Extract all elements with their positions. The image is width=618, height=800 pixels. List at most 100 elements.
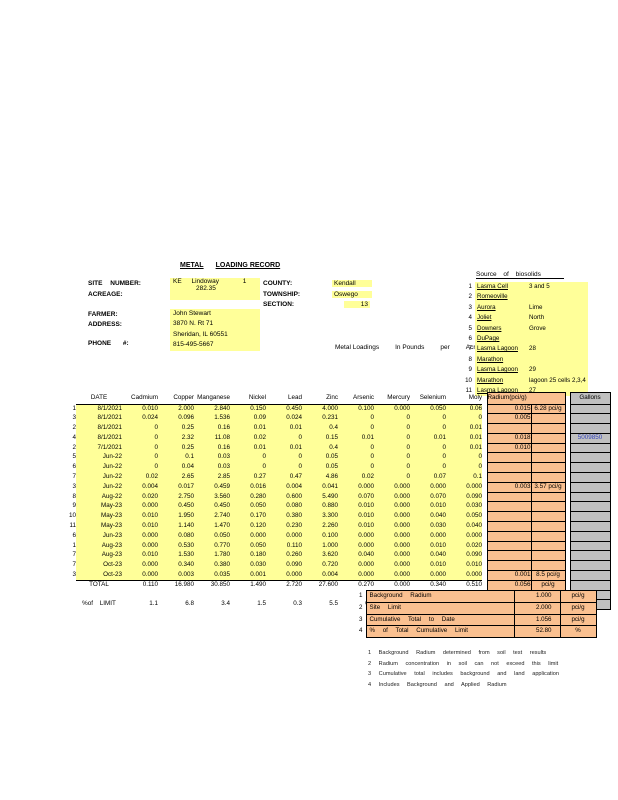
metal-value-cell[interactable]: 0.080: [266, 501, 302, 512]
metal-value-cell[interactable]: 0.02: [122, 472, 158, 483]
metal-value-cell[interactable]: 0: [338, 452, 374, 463]
date-cell[interactable]: Aug-22: [76, 492, 122, 502]
metal-value-cell[interactable]: 0: [230, 462, 266, 473]
metal-value-cell[interactable]: 0.010: [446, 560, 482, 571]
metal-value-cell[interactable]: 0.000: [374, 541, 410, 551]
radium-pcig-cell[interactable]: 3.57 pci/g: [530, 481, 566, 493]
metal-value-cell[interactable]: 0: [230, 452, 266, 463]
address-line2[interactable]: Sheridan, IL 60551: [173, 330, 228, 338]
metal-value-cell[interactable]: 0.020: [446, 541, 482, 551]
date-cell[interactable]: Jun-23: [76, 531, 122, 542]
metal-value-cell[interactable]: 0.010: [338, 501, 374, 512]
metal-value-cell[interactable]: 0: [122, 462, 158, 473]
metal-value-cell[interactable]: 0.010: [410, 501, 446, 512]
metal-value-cell[interactable]: 0.050: [410, 404, 446, 414]
date-cell[interactable]: Aug-23: [76, 550, 122, 561]
metal-value-cell[interactable]: 0.010: [122, 550, 158, 561]
metal-value-cell[interactable]: 2.000: [158, 404, 194, 414]
metal-value-cell[interactable]: 0.01: [266, 423, 302, 434]
radium-pcig-cell[interactable]: [530, 442, 566, 454]
metal-value-cell[interactable]: 0.010: [122, 404, 158, 414]
metal-value-cell[interactable]: 0.010: [122, 521, 158, 532]
metal-value-cell[interactable]: 0: [338, 462, 374, 473]
metal-value-cell[interactable]: 4.86: [302, 472, 338, 483]
metal-value-cell[interactable]: 0.170: [230, 511, 266, 522]
metal-value-cell[interactable]: 2.260: [302, 521, 338, 532]
metal-value-cell[interactable]: 0: [122, 433, 158, 444]
metal-value-cell[interactable]: 0.770: [194, 541, 230, 551]
radium-value-cell[interactable]: 0.001: [486, 570, 532, 581]
total-radium-unit-cell[interactable]: pci/g: [530, 579, 566, 591]
metal-value-cell[interactable]: 0.1: [446, 472, 482, 483]
metal-value-cell[interactable]: 0.000: [266, 531, 302, 542]
radium-pcig-cell[interactable]: [530, 472, 566, 483]
metal-value-cell[interactable]: 0.040: [446, 521, 482, 532]
metal-value-cell[interactable]: 0.004: [266, 482, 302, 493]
date-cell[interactable]: Oct-23: [76, 560, 122, 571]
metal-value-cell[interactable]: 0.000: [446, 531, 482, 542]
farmer-name[interactable]: John Stewart: [173, 310, 211, 317]
radium-value-cell[interactable]: [486, 472, 532, 483]
metal-value-cell[interactable]: 0: [122, 443, 158, 453]
metal-value-cell[interactable]: 0.4: [302, 423, 338, 434]
radium-pcig-cell[interactable]: [530, 521, 566, 532]
metal-value-cell[interactable]: 0.000: [374, 521, 410, 532]
gallons-cell[interactable]: [569, 481, 611, 493]
metal-value-cell[interactable]: 2.740: [194, 511, 230, 522]
gallons-cell[interactable]: [569, 403, 611, 415]
radium-pcig-cell[interactable]: [530, 540, 566, 552]
metal-value-cell[interactable]: 0.000: [374, 404, 410, 414]
metal-value-cell[interactable]: 0.041: [302, 482, 338, 493]
metal-value-cell[interactable]: 0.030: [446, 501, 482, 512]
radium-value-cell[interactable]: 0.005: [486, 413, 532, 425]
metal-value-cell[interactable]: 0: [266, 462, 302, 473]
section-value[interactable]: 13: [344, 301, 370, 308]
metal-value-cell[interactable]: 0.230: [266, 521, 302, 532]
metal-value-cell[interactable]: 0: [446, 462, 482, 473]
metal-value-cell[interactable]: 0.090: [446, 492, 482, 502]
radium-pcig-cell[interactable]: [530, 423, 566, 434]
metal-value-cell[interactable]: 0.16: [194, 423, 230, 434]
metal-value-cell[interactable]: 0.01: [446, 443, 482, 453]
metal-value-cell[interactable]: 0.06: [446, 404, 482, 414]
date-cell[interactable]: Jun-22: [76, 472, 122, 483]
metal-value-cell[interactable]: 0.000: [338, 570, 374, 581]
metal-value-cell[interactable]: 0: [410, 413, 446, 424]
metal-value-cell[interactable]: 0.010: [410, 560, 446, 571]
metal-value-cell[interactable]: 0.050: [194, 531, 230, 542]
metal-value-cell[interactable]: 0: [338, 413, 374, 424]
metal-value-cell[interactable]: 0.000: [122, 541, 158, 551]
metal-value-cell[interactable]: 0: [374, 443, 410, 453]
metal-value-cell[interactable]: 0.040: [410, 550, 446, 561]
metal-value-cell[interactable]: 0.000: [374, 492, 410, 502]
gallons-cell[interactable]: [569, 570, 611, 581]
gallons-cell[interactable]: [569, 462, 611, 474]
metal-value-cell[interactable]: 0.09: [230, 413, 266, 424]
metal-value-cell[interactable]: 0.001: [230, 570, 266, 581]
metal-value-cell[interactable]: 2.750: [158, 492, 194, 502]
address-line1[interactable]: 3870 N. Rt 71: [173, 320, 214, 328]
metal-value-cell[interactable]: 1.950: [158, 511, 194, 522]
date-cell[interactable]: Jun-22: [76, 482, 122, 493]
metal-value-cell[interactable]: 0.000: [338, 531, 374, 542]
gallons-cell[interactable]: [569, 501, 611, 513]
metal-value-cell[interactable]: 0.01: [446, 433, 482, 444]
summary-value[interactable]: 1.000: [513, 590, 561, 603]
metal-value-cell[interactable]: 0.000: [374, 531, 410, 542]
radium-pcig-cell[interactable]: [530, 452, 566, 464]
metal-value-cell[interactable]: 0.01: [230, 443, 266, 453]
gallons-cell[interactable]: 5009850: [569, 432, 611, 444]
metal-value-cell[interactable]: 0.030: [410, 521, 446, 532]
metal-value-cell[interactable]: 0: [374, 472, 410, 483]
metal-value-cell[interactable]: 0.01: [338, 433, 374, 444]
metal-value-cell[interactable]: 0.040: [410, 511, 446, 522]
metal-value-cell[interactable]: 0: [410, 423, 446, 434]
metal-value-cell[interactable]: 0.01: [446, 423, 482, 434]
radium-pcig-cell[interactable]: [530, 511, 566, 523]
total-gallons-cell[interactable]: [569, 579, 611, 591]
metal-value-cell[interactable]: 0.27: [230, 472, 266, 483]
source-body[interactable]: Marathon: [475, 354, 588, 366]
date-cell[interactable]: Oct-23: [76, 570, 122, 581]
radium-value-cell[interactable]: 0.010: [486, 442, 532, 454]
source-body[interactable]: Lasma Lagoon 28: [475, 344, 588, 355]
